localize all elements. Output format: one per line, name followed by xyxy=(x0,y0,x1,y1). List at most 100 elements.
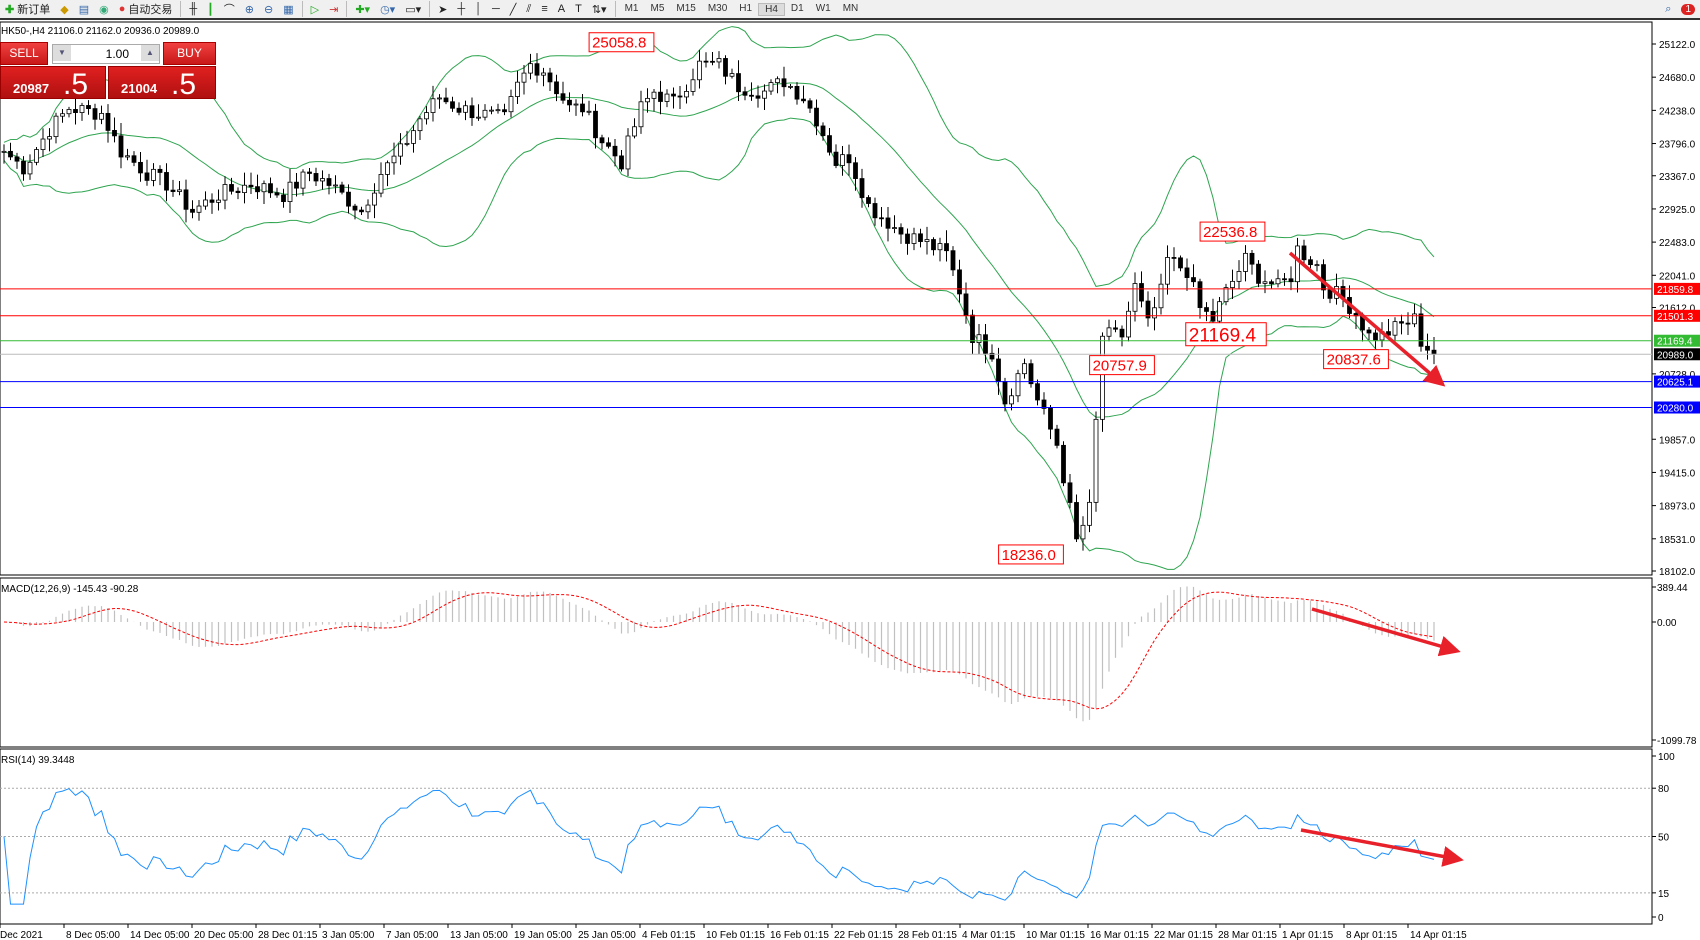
candle-bear xyxy=(502,109,507,113)
price-annotation-box xyxy=(1199,221,1266,242)
candle-bear xyxy=(554,81,559,95)
sell-button[interactable]: SELL xyxy=(0,42,48,65)
candle-bull xyxy=(1223,287,1229,303)
price-tick-label: 18102.0 xyxy=(1659,567,1696,578)
price-annotation: 20757.9 xyxy=(1093,358,1147,375)
candle-bull xyxy=(664,93,670,102)
candle-bear xyxy=(281,194,286,203)
fibonacci-icon[interactable]: ≡ xyxy=(541,3,548,15)
price-chart[interactable]: 25122.0 24680.0 24238.0 23796.0 23367.0 22925… xyxy=(0,20,1700,940)
candle-bull xyxy=(27,161,33,175)
search-icon[interactable]: ⌕ xyxy=(1665,2,1672,15)
terminal-button[interactable]: ▤ xyxy=(78,3,90,16)
candle-bear xyxy=(957,269,962,295)
signal-button[interactable]: ◉ xyxy=(99,3,109,16)
timeframe-w1[interactable]: W1 xyxy=(815,2,831,14)
price-level-tag xyxy=(1654,401,1700,414)
indicators-icon[interactable]: ✚▾ xyxy=(355,3,371,16)
candle-bull xyxy=(1100,335,1105,420)
candle-bull xyxy=(541,72,546,76)
price-tick-label: 18531.0 xyxy=(1659,535,1696,546)
bollinger-lower xyxy=(3,117,1435,570)
auto-trading-icon: ● xyxy=(118,3,126,15)
bar-chart-icon[interactable]: ╫ xyxy=(189,3,198,15)
cursor-icon[interactable]: ➤ xyxy=(438,3,448,16)
candle-bull xyxy=(638,101,644,128)
autoscroll-icon[interactable]: ▷ xyxy=(310,3,320,16)
sell-price[interactable]: 20987.5 xyxy=(0,66,106,101)
lot-size-input[interactable]: 1.00 xyxy=(52,44,160,64)
candle-bull xyxy=(411,130,416,144)
price-level-label: 20280.0 xyxy=(1657,403,1694,414)
trend-arrow xyxy=(1300,828,1464,867)
buy-price[interactable]: 21004.5 xyxy=(108,66,216,101)
crosshair-icon[interactable]: ┼ xyxy=(457,3,466,15)
candle-bear xyxy=(859,178,865,198)
periods-icon[interactable]: ◷▾ xyxy=(380,3,396,16)
macd-signal-line xyxy=(3,591,1435,710)
candle-bull xyxy=(768,82,774,92)
candle-bull xyxy=(365,204,371,213)
candle-bull xyxy=(79,105,85,114)
lot-increase-button[interactable]: ▲ xyxy=(141,45,159,61)
zoom-out-icon[interactable]: ⊖ xyxy=(264,3,274,16)
candle-bear xyxy=(1035,383,1040,401)
price-annotation-box xyxy=(1323,349,1389,370)
trend-arrow xyxy=(1288,251,1446,387)
text-label-icon[interactable]: T xyxy=(575,3,582,15)
arrows-icon[interactable]: ⇅▾ xyxy=(591,3,607,16)
rsi-tick-label: 15 xyxy=(1658,889,1670,900)
candle-bear xyxy=(1145,300,1151,319)
candle-bull xyxy=(1009,395,1014,405)
auto-trading-button[interactable]: ● 自动交易 xyxy=(118,3,173,16)
trendline-icon[interactable]: ╱ xyxy=(509,3,517,16)
timeframe-mn[interactable]: MN xyxy=(842,2,859,14)
timeframe-d1[interactable]: D1 xyxy=(790,2,804,14)
symbol-info: HK50-,H4 21106.0 21162.0 20936.0 20989.0 xyxy=(1,26,200,37)
chart-shift-icon[interactable]: ⇥ xyxy=(329,3,339,16)
candle-bear xyxy=(21,160,26,175)
metaeditor-button[interactable]: ◆ xyxy=(60,3,69,16)
timeframe-m5[interactable]: M5 xyxy=(650,2,665,14)
candle-bear xyxy=(170,189,176,192)
candle-bear xyxy=(144,172,150,181)
candle-bull xyxy=(378,174,384,194)
price-tick-label: 23796.0 xyxy=(1659,140,1696,151)
templates-icon[interactable]: ▭▾ xyxy=(405,3,422,16)
timeframe-m30[interactable]: M30 xyxy=(707,2,728,14)
time-tick-label: 13 Jan 05:00 xyxy=(450,930,508,940)
candle-bull xyxy=(840,154,845,166)
text-icon[interactable]: A xyxy=(557,3,566,15)
line-chart-icon[interactable]: ⌒ xyxy=(223,4,235,16)
rsi-tick-label: 0 xyxy=(1658,913,1664,924)
candle-bull xyxy=(300,171,306,189)
timeframe-h1[interactable]: H1 xyxy=(739,2,753,14)
lot-decrease-button[interactable]: ▼ xyxy=(53,45,71,61)
plus-icon: ✚ xyxy=(5,3,15,16)
candle-bear xyxy=(190,208,195,213)
time-tick-label: 28 Dec 01:15 xyxy=(258,930,318,940)
vertical-line-icon[interactable]: │ xyxy=(475,3,482,15)
candle-bear xyxy=(898,227,904,235)
horizontal-line-icon[interactable]: ─ xyxy=(492,3,500,15)
candle-bull xyxy=(515,81,520,97)
candle-chart-icon[interactable]: ┃ xyxy=(207,3,214,16)
candle-bear xyxy=(229,184,234,192)
buy-button[interactable]: BUY xyxy=(163,42,216,65)
timeframe-m1[interactable]: M1 xyxy=(624,2,639,14)
candle-bull xyxy=(53,115,59,138)
price-level-label: 21501.3 xyxy=(1657,312,1694,323)
channel-icon[interactable]: ⫽ xyxy=(526,2,532,15)
candle-bear xyxy=(248,184,254,188)
zoom-in-icon[interactable]: ⊕ xyxy=(244,3,254,16)
price-tick-label: 22041.0 xyxy=(1659,271,1696,282)
one-click-trading-panel: SELL 1.00 ▼ ▲ BUY 20987.5 21004.5 xyxy=(0,42,216,101)
candle-bull xyxy=(196,205,202,213)
tile-windows-icon[interactable]: ▦ xyxy=(283,3,294,16)
timeframe-m15[interactable]: M15 xyxy=(676,2,696,14)
timeframe-h4[interactable]: H4 xyxy=(758,2,785,16)
new-order-button[interactable]: ✚ 新订单 xyxy=(5,3,51,17)
candle-bull xyxy=(1080,524,1086,540)
notification-badge[interactable]: 1 xyxy=(1676,0,1700,18)
candle-bull xyxy=(1392,321,1398,336)
